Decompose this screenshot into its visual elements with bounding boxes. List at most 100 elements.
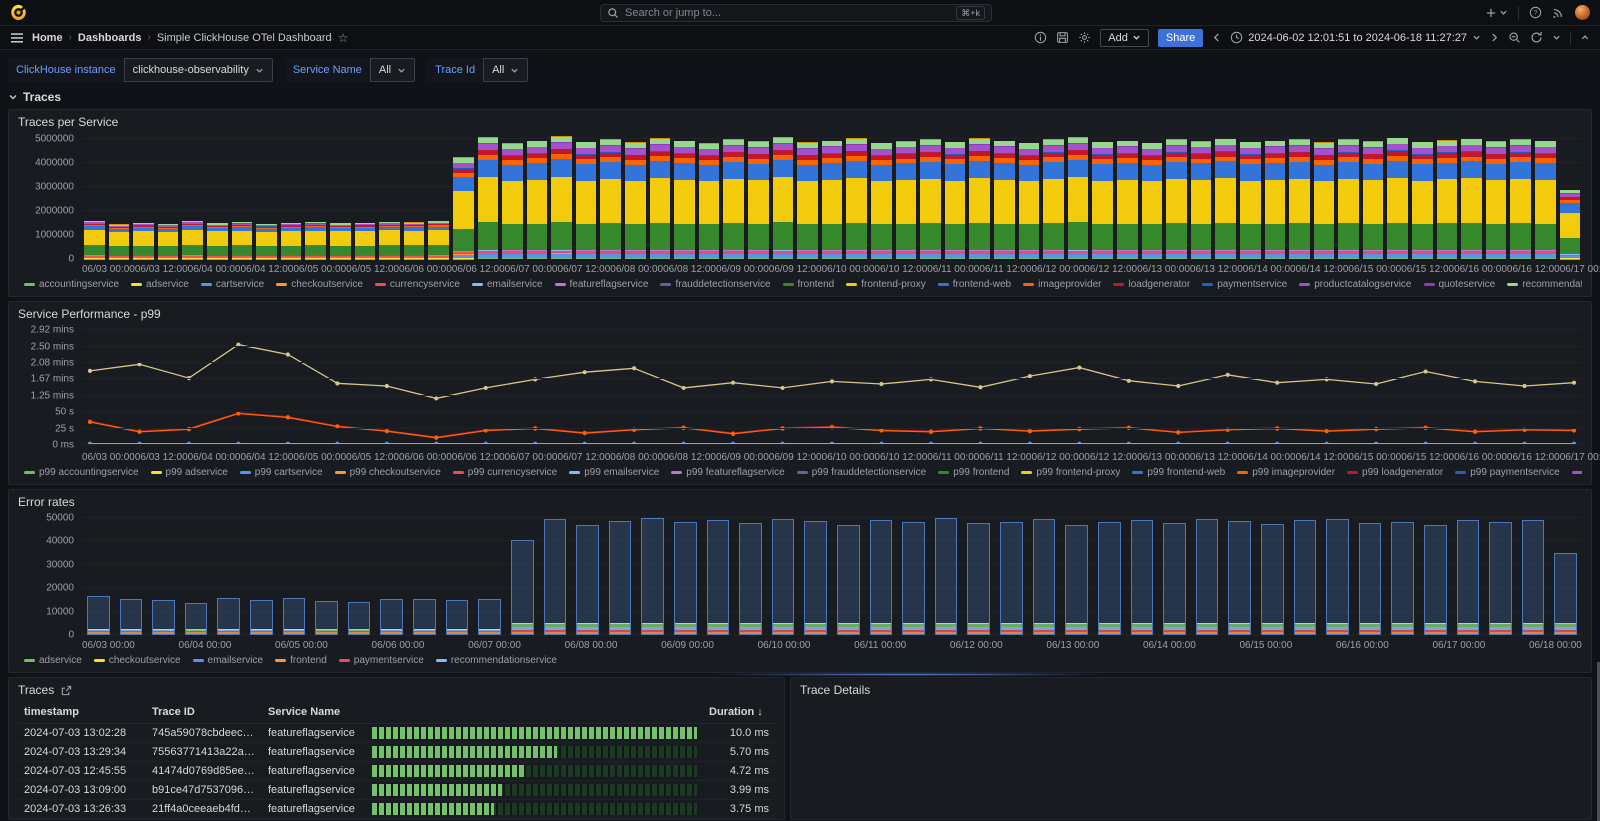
stacked-bar[interactable] bbox=[1461, 138, 1482, 259]
table-row[interactable]: 2024-07-03 13:29:3475563771413a22a54618.… bbox=[18, 742, 775, 762]
stacked-bar[interactable] bbox=[1018, 142, 1040, 259]
favorite-star-icon[interactable]: ☆ bbox=[337, 30, 349, 45]
stacked-bar[interactable] bbox=[182, 220, 203, 259]
trace-id-label[interactable]: Trace Id bbox=[427, 58, 484, 82]
error-bar[interactable] bbox=[673, 522, 697, 635]
collapse-toolbar-icon[interactable] bbox=[1580, 33, 1590, 42]
error-bar[interactable] bbox=[706, 519, 730, 635]
stacked-bar[interactable] bbox=[379, 221, 400, 259]
stacked-bar[interactable] bbox=[452, 157, 474, 259]
legend-item[interactable]: p99 adservice bbox=[150, 467, 228, 478]
time-shift-back-icon[interactable] bbox=[1212, 32, 1221, 43]
stacked-bar[interactable] bbox=[1559, 189, 1581, 259]
line-plot[interactable] bbox=[82, 323, 1582, 445]
error-bar[interactable] bbox=[380, 598, 404, 635]
error-bar[interactable] bbox=[217, 598, 241, 635]
search-input[interactable]: Search or jump to... ⌘+k bbox=[600, 3, 992, 22]
error-bar[interactable] bbox=[902, 522, 925, 635]
cell-service-name-link[interactable]: featureflagservice bbox=[262, 761, 366, 781]
legend-item[interactable]: p99 checkoutservice bbox=[334, 467, 441, 478]
error-bar[interactable] bbox=[543, 519, 567, 635]
error-bar[interactable] bbox=[608, 521, 632, 635]
error-bar[interactable] bbox=[739, 523, 762, 635]
error-bar[interactable] bbox=[119, 599, 143, 635]
service-name-label[interactable]: Service Name bbox=[284, 58, 370, 82]
stacked-bar[interactable] bbox=[723, 139, 745, 259]
stacked-bar[interactable] bbox=[969, 138, 990, 259]
stacked-bar[interactable] bbox=[895, 141, 917, 259]
legend-item[interactable]: frontend bbox=[275, 655, 327, 666]
stacked-bar[interactable] bbox=[1141, 142, 1163, 259]
cell-trace-id-link[interactable]: 41474d0769d85ee2828... bbox=[146, 761, 262, 781]
stacked-bar[interactable] bbox=[1166, 139, 1187, 259]
legend-item[interactable]: p99 frontend bbox=[938, 467, 1009, 478]
error-bar[interactable] bbox=[1391, 522, 1414, 635]
stacked-bar[interactable] bbox=[1436, 139, 1458, 259]
breadcrumb-home[interactable]: Home bbox=[32, 31, 63, 44]
stacked-bar[interactable] bbox=[1535, 140, 1556, 259]
error-bar[interactable] bbox=[1554, 552, 1578, 635]
stacked-bar[interactable] bbox=[428, 221, 449, 259]
stacked-bar[interactable] bbox=[698, 143, 720, 259]
stacked-bar[interactable] bbox=[1067, 137, 1089, 259]
section-row-traces[interactable]: Traces bbox=[8, 88, 1592, 106]
legend-item[interactable]: p99 currencyservice bbox=[452, 467, 557, 478]
legend-item[interactable]: p99 featureflagservice bbox=[671, 467, 785, 478]
mega-menu-icon[interactable] bbox=[10, 32, 24, 44]
stacked-bar[interactable] bbox=[625, 142, 646, 259]
table-row[interactable]: 2024-07-03 13:09:00b91ce47d753709695f1d.… bbox=[18, 780, 775, 800]
legend-item[interactable]: emailservice bbox=[192, 655, 263, 666]
legend-item[interactable]: p99 frontend-web bbox=[1132, 467, 1225, 478]
error-bar[interactable] bbox=[1358, 523, 1382, 635]
legend-item[interactable]: p99 loadgenerator bbox=[1347, 467, 1443, 478]
stacked-bar[interactable] bbox=[1412, 141, 1433, 259]
stacked-bar[interactable] bbox=[649, 138, 671, 259]
table-row[interactable]: 2024-07-03 13:26:3321ff4a0ceeaeb4fd90af0… bbox=[18, 799, 775, 819]
legend-item[interactable]: paymentservice bbox=[1202, 279, 1287, 290]
time-shift-forward-icon[interactable] bbox=[1490, 32, 1499, 43]
error-bar[interactable] bbox=[413, 599, 436, 635]
error-bar[interactable] bbox=[771, 518, 795, 635]
news-rss-icon[interactable] bbox=[1552, 6, 1565, 19]
error-bar[interactable] bbox=[576, 524, 599, 635]
cell-service-name-link[interactable]: featureflagservice bbox=[262, 723, 366, 743]
error-bar[interactable] bbox=[1489, 521, 1512, 635]
refresh-interval-dropdown-icon[interactable] bbox=[1552, 33, 1561, 42]
error-bar[interactable] bbox=[1065, 524, 1088, 635]
stacked-bar[interactable] bbox=[231, 222, 253, 259]
error-bar[interactable] bbox=[1423, 524, 1447, 635]
cell-service-name-link[interactable]: featureflagservice bbox=[262, 742, 366, 762]
stacked-bar[interactable] bbox=[1215, 138, 1236, 259]
stacked-bar[interactable] bbox=[1239, 141, 1261, 259]
breadcrumb-dashboards[interactable]: Dashboards bbox=[77, 31, 142, 44]
stacked-bar[interactable] bbox=[329, 223, 351, 259]
error-bar[interactable] bbox=[282, 598, 306, 635]
error-bar[interactable] bbox=[347, 601, 371, 635]
cell-trace-id-link[interactable]: 21ff4a0ceeaeb4fd90af0... bbox=[146, 799, 262, 819]
error-bar[interactable] bbox=[1130, 519, 1154, 635]
error-bar[interactable] bbox=[1293, 520, 1317, 635]
stacked-bar[interactable] bbox=[403, 222, 425, 259]
legend-item[interactable]: checkoutservice bbox=[93, 655, 181, 666]
legend-item[interactable]: quoteservice bbox=[1423, 279, 1495, 290]
legend-item[interactable]: p99 productcatalogservice bbox=[1571, 467, 1582, 478]
page-scrollbar-thumb[interactable] bbox=[1597, 662, 1600, 821]
stacked-bar[interactable] bbox=[821, 140, 843, 259]
stacked-bar[interactable] bbox=[600, 139, 622, 259]
error-bar[interactable] bbox=[1097, 521, 1121, 635]
stacked-bar[interactable] bbox=[674, 140, 695, 259]
legend-item[interactable]: p99 emailservice bbox=[569, 467, 659, 478]
legend-item[interactable]: p99 cartservice bbox=[239, 467, 323, 478]
stacked-bar[interactable] bbox=[575, 141, 597, 259]
error-bar-plot[interactable] bbox=[82, 511, 1582, 635]
stacked-bar[interactable] bbox=[1043, 139, 1064, 259]
stacked-bar-plot[interactable] bbox=[82, 131, 1582, 259]
share-button[interactable]: Share bbox=[1157, 28, 1204, 47]
legend-item[interactable]: p99 paymentservice bbox=[1455, 467, 1560, 478]
legend-item[interactable]: adservice bbox=[24, 655, 82, 666]
error-bar[interactable] bbox=[1456, 520, 1480, 635]
col-header-timestamp[interactable]: timestamp bbox=[18, 701, 146, 724]
stacked-bar[interactable] bbox=[551, 135, 572, 259]
legend-item[interactable]: frauddetectionservice bbox=[660, 279, 771, 290]
grafana-logo-icon[interactable] bbox=[10, 4, 27, 21]
